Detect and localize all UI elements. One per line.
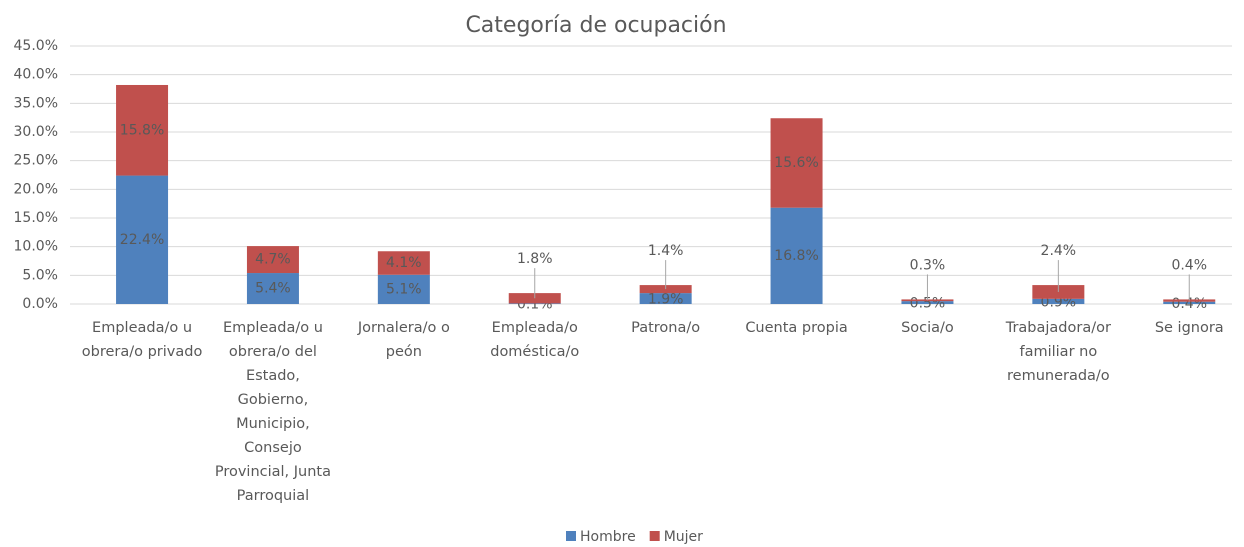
- bar-segment: [508, 303, 561, 304]
- x-tick-label: Socia/o: [901, 320, 954, 336]
- y-tick-label: 15.0%: [14, 210, 58, 226]
- bar-segment: [901, 301, 954, 304]
- data-label: 5.4%: [255, 281, 291, 297]
- x-tick-label: Se ignora: [1154, 320, 1224, 336]
- x-tick-label: Empleada/o u obrera/o privado: [81, 320, 203, 360]
- bar-segment: [770, 207, 823, 304]
- data-label: 1.4%: [648, 243, 684, 259]
- bar-segment: [116, 84, 169, 176]
- legend-swatch: [566, 531, 576, 541]
- bar-segment: [377, 274, 430, 304]
- data-label: 1.9%: [648, 292, 684, 308]
- bar-segment: [770, 118, 823, 208]
- bar-segment: [246, 246, 299, 274]
- x-tick-label: Patrona/o: [631, 320, 701, 336]
- data-label: 15.6%: [774, 155, 818, 171]
- x-tick-label: Empleada/o u obrera/o del Estado, Gobier…: [214, 320, 332, 504]
- bar-segment: [246, 273, 299, 304]
- chart-title: Categoría de ocupación: [465, 13, 726, 38]
- y-tick-label: 35.0%: [14, 95, 58, 111]
- legend-label: Hombre: [580, 529, 636, 545]
- y-tick-label: 10.0%: [14, 239, 58, 255]
- bar-segment: [1032, 298, 1085, 304]
- data-label: 0.4%: [1171, 257, 1207, 273]
- y-tick-label: 40.0%: [14, 67, 58, 83]
- y-tick-label: 0.0%: [22, 296, 58, 312]
- data-label: 0.3%: [910, 257, 946, 273]
- bar-segment: [1163, 301, 1216, 304]
- y-tick-label: 20.0%: [14, 181, 58, 197]
- bar-segment: [116, 175, 169, 304]
- data-label: 16.8%: [774, 248, 818, 264]
- y-tick-label: 45.0%: [14, 38, 58, 54]
- data-label: 15.8%: [120, 122, 164, 138]
- data-label: 4.1%: [386, 255, 422, 271]
- data-label: 22.4%: [120, 232, 164, 248]
- x-tick-label: Trabajadora/or familiar no remunerada/o: [1005, 320, 1111, 384]
- data-label: 2.4%: [1041, 243, 1077, 259]
- x-tick-label: Jornalera/o o peón: [357, 320, 450, 360]
- legend-swatch: [649, 531, 660, 541]
- data-label: 5.1%: [386, 281, 422, 297]
- bar-segment: [639, 293, 692, 304]
- legend-label: Mujer: [664, 529, 703, 545]
- data-label: 4.7%: [255, 252, 291, 268]
- x-tick-label: Cuenta propia: [745, 320, 848, 336]
- y-tick-label: 5.0%: [22, 267, 58, 283]
- x-tick-label: Empleada/o doméstica/o: [490, 320, 580, 360]
- y-tick-label: 25.0%: [14, 153, 58, 169]
- data-label: 1.8%: [517, 251, 553, 267]
- y-tick-label: 30.0%: [14, 124, 58, 140]
- bar-segment: [377, 251, 430, 275]
